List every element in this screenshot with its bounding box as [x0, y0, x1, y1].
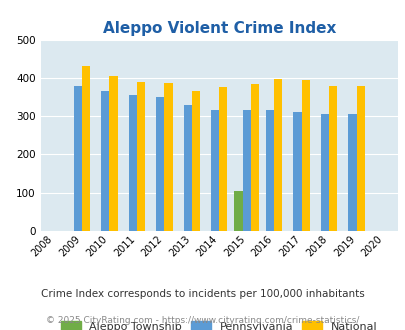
Bar: [156, 97, 164, 231]
Text: © 2025 CityRating.com - https://www.cityrating.com/crime-statistics/: © 2025 CityRating.com - https://www.city…: [46, 316, 359, 325]
Bar: [183, 106, 191, 231]
Bar: [273, 79, 282, 231]
Bar: [356, 86, 364, 231]
Bar: [242, 111, 250, 231]
Legend: Aleppo Township, Pennsylvania, National: Aleppo Township, Pennsylvania, National: [56, 317, 382, 330]
Bar: [234, 191, 242, 231]
Bar: [347, 114, 356, 231]
Bar: [191, 90, 200, 231]
Bar: [128, 95, 136, 231]
Bar: [219, 87, 227, 231]
Bar: [164, 83, 172, 231]
Bar: [293, 112, 301, 231]
Bar: [101, 91, 109, 231]
Bar: [301, 80, 309, 231]
Text: Crime Index corresponds to incidents per 100,000 inhabitants: Crime Index corresponds to incidents per…: [41, 289, 364, 299]
Bar: [109, 76, 117, 231]
Bar: [82, 66, 90, 231]
Bar: [265, 111, 273, 231]
Bar: [73, 86, 82, 231]
Bar: [328, 85, 337, 231]
Bar: [136, 82, 145, 231]
Bar: [320, 114, 328, 231]
Bar: [211, 111, 219, 231]
Bar: [250, 84, 258, 231]
Title: Aleppo Violent Crime Index: Aleppo Violent Crime Index: [102, 21, 335, 36]
